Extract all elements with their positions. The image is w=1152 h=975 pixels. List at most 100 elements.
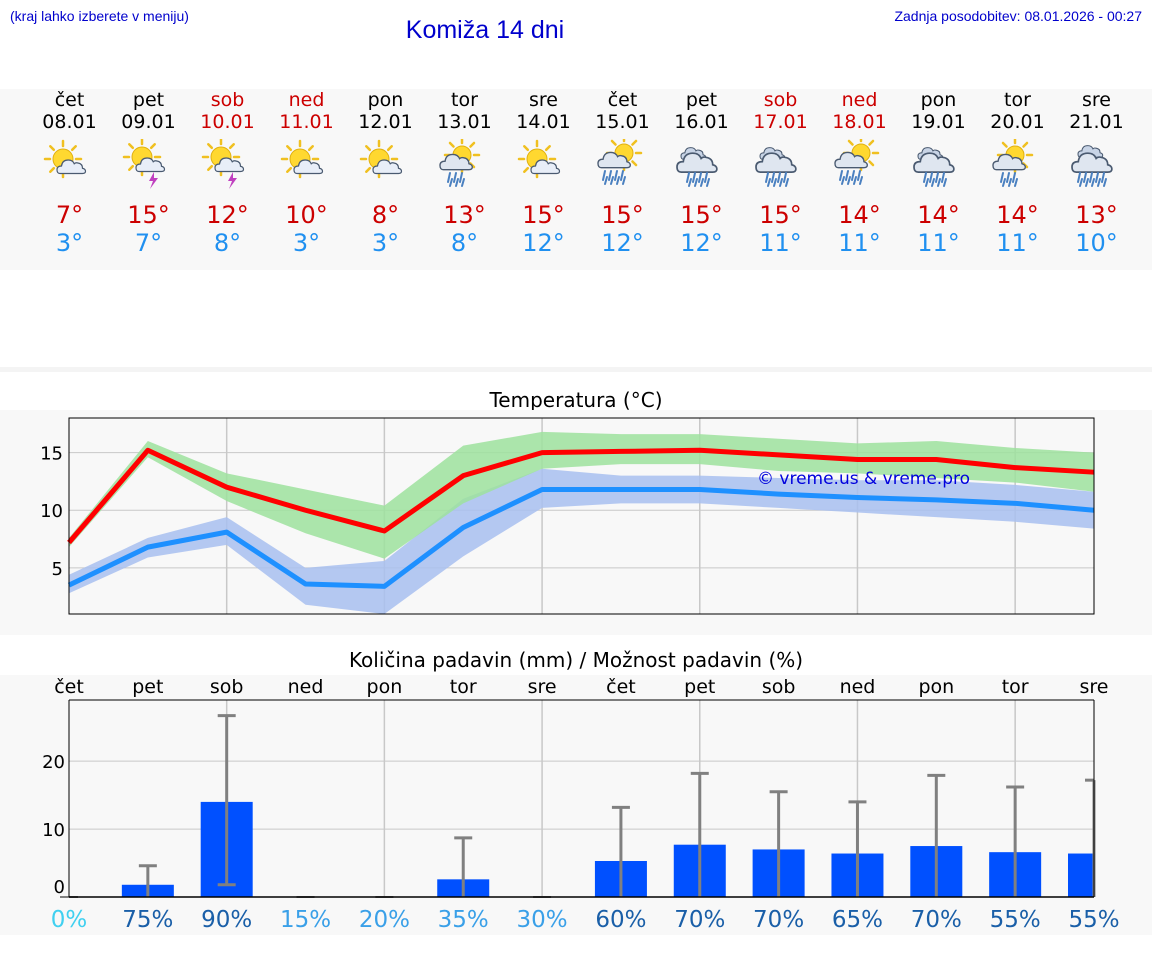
temp-max: 15° (680, 201, 723, 229)
day-name: sre (529, 89, 558, 111)
day-tick-label: tor (1002, 676, 1029, 698)
precip-probability: 0% (51, 907, 88, 933)
temp-max: 13° (1075, 201, 1118, 229)
day-column: tor 13.01 13° 8° (425, 89, 504, 257)
y-tick-label: 10 (42, 820, 65, 841)
day-tick-label: sob (762, 676, 796, 698)
precipitation-chart-title: Količina padavin (mm) / Možnost padavin … (348, 648, 804, 672)
last-update: Zadnja posodobitev: 08.01.2026 - 00:27 (894, 8, 1142, 24)
day-name: pet (132, 89, 165, 111)
day-name: pet (685, 89, 718, 111)
precip-probability: 70% (674, 907, 725, 933)
day-column: pon 12.01 8° 3° (346, 89, 425, 257)
day-column: tor 20.01 14° 11° (978, 89, 1057, 257)
day-date: 20.01 (990, 111, 1045, 133)
day-column: pon 19.01 14° 11° (899, 89, 978, 257)
min-point (856, 497, 858, 499)
precip-probability: 55% (1068, 907, 1119, 933)
day-name: sre (1082, 89, 1111, 111)
cloud-rain-icon (754, 147, 797, 187)
max-point (383, 530, 385, 532)
day-date: 11.01 (279, 111, 334, 133)
day-date: 15.01 (595, 111, 650, 133)
y-tick-label: 0 (54, 877, 65, 898)
max-point (305, 509, 307, 511)
min-point (305, 583, 307, 585)
min-point (699, 488, 701, 490)
min-point (383, 585, 385, 587)
forecast-band (0, 89, 1152, 270)
max-point (541, 452, 543, 454)
day-name: ned (841, 89, 878, 111)
day-column: čet 15.01 15° 12° (583, 89, 662, 257)
temp-max: 12° (206, 201, 249, 229)
day-tick-label: pon (918, 676, 954, 698)
min-point (778, 493, 780, 495)
sun-cloud-icon (359, 139, 402, 179)
day-column: sre 21.01 13° 10° (1057, 89, 1136, 257)
precip-probability: 90% (201, 907, 252, 933)
day-date: 16.01 (674, 111, 729, 133)
day-date: 09.01 (121, 111, 176, 133)
temp-max: 14° (838, 201, 881, 229)
max-point (935, 459, 937, 461)
temp-max: 15° (601, 201, 644, 229)
sun-cloud-rain-icon (991, 139, 1033, 187)
day-tick-label: pet (684, 676, 715, 698)
sun-cloud-heavy-rain-icon (596, 139, 642, 185)
temp-min: 11° (996, 229, 1039, 257)
day-date: 21.01 (1069, 111, 1124, 133)
day-name: tor (1004, 89, 1031, 111)
temp-max: 13° (443, 201, 486, 229)
max-point (778, 454, 780, 456)
temp-min: 3° (292, 229, 321, 257)
max-point (856, 459, 858, 461)
min-band (69, 468, 1094, 614)
precip-bar (1068, 853, 1094, 897)
temp-max: 14° (996, 201, 1039, 229)
day-column: sob 10.01 12° 8° (188, 89, 267, 257)
day-name: čet (607, 89, 638, 111)
temperature-chart: 5 10 15 © vreme.us & vreme.pro (40, 417, 1095, 615)
max-point (147, 449, 149, 451)
temp-min: 3° (55, 229, 84, 257)
cloud-rain-icon (912, 147, 955, 187)
sun-cloud-thunder-icon (201, 139, 244, 189)
sun-cloud-icon (280, 139, 323, 179)
day-column: ned 11.01 10° 3° (267, 89, 346, 257)
day-date: 08.01 (42, 111, 97, 133)
min-point (541, 488, 543, 490)
temperature-chart-title: Temperatura (°C) (489, 388, 663, 412)
sun-cloud-heavy-rain-icon (833, 139, 879, 185)
temp-min: 8° (450, 229, 479, 257)
sun-cloud-icon (43, 139, 86, 179)
day-name: pon (367, 89, 404, 111)
day-tick-label: sre (528, 676, 557, 698)
separator (0, 367, 1152, 372)
max-point (1014, 467, 1016, 469)
cloud-rain-icon (675, 147, 718, 187)
day-column: pet 09.01 15° 7° (109, 89, 188, 257)
precip-probability: 20% (359, 907, 410, 933)
max-point (226, 486, 228, 488)
page-title: Komiža 14 dni (405, 16, 565, 44)
day-date: 17.01 (753, 111, 808, 133)
day-date: 13.01 (437, 111, 492, 133)
temp-min: 7° (134, 229, 163, 257)
day-tick-label: čet (54, 676, 84, 698)
precip-probability: 70% (911, 907, 962, 933)
temp-max: 15° (522, 201, 565, 229)
day-tick-label: pet (132, 676, 163, 698)
day-column: sob 17.01 15° 11° (741, 89, 820, 257)
day-tick-label: tor (450, 676, 477, 698)
temp-max: 15° (127, 201, 170, 229)
min-point (1014, 502, 1016, 504)
day-name: sob (210, 89, 245, 111)
day-tick-label: pon (367, 676, 403, 698)
temp-max: 8° (371, 201, 400, 229)
y-tick-label: 20 (42, 752, 65, 773)
max-line (67, 447, 1095, 545)
y-tick-label: 5 (52, 559, 63, 580)
min-point (935, 499, 937, 501)
precip-probability: 30% (517, 907, 568, 933)
